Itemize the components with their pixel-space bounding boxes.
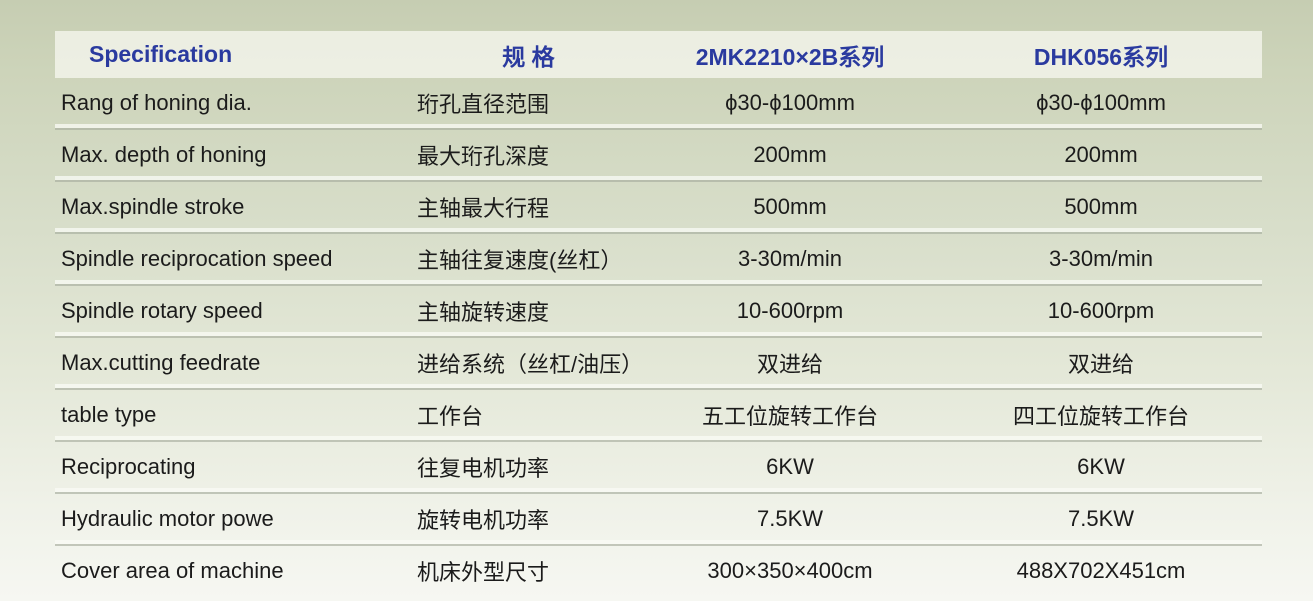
spec-name-en: Rang of honing dia. <box>61 90 252 115</box>
spec-name-en: Spindle rotary speed <box>61 298 263 323</box>
table-row: Cover area of machine 机床外型尺寸 300×350×400… <box>55 544 1262 596</box>
series-2mk2210-value: 五工位旋转工作台 <box>701 404 878 429</box>
series-dhk056-value: 双进给 <box>1067 352 1134 377</box>
series-2mk2210-value: 3-30m/min <box>738 246 842 271</box>
spec-name-en: Max.spindle stroke <box>61 194 245 219</box>
spec-name-en: Max. depth of honing <box>61 142 267 167</box>
series-dhk056-value: ϕ30-ϕ100mm <box>1036 90 1166 115</box>
spec-name-en: Cover area of machine <box>61 558 284 583</box>
table-row: Hydraulic motor powe 旋转电机功率 7.5KW 7.5KW <box>55 492 1262 544</box>
table-header-row: Specification 规 格 2MK2210×2B系列 DHK056系列 <box>55 31 1262 78</box>
spec-name-cn: 主轴最大行程 <box>417 196 550 221</box>
table-body: Rang of honing dia. 珩孔直径范围 ϕ30-ϕ100mm ϕ3… <box>55 78 1262 596</box>
spec-name-en: Reciprocating <box>61 454 196 479</box>
table-row: Spindle rotary speed 主轴旋转速度 10-600rpm 10… <box>55 284 1262 336</box>
series-dhk056-value: 3-30m/min <box>1049 246 1153 271</box>
series-2mk2210-value: 7.5KW <box>756 506 824 531</box>
spec-name-en: Spindle reciprocation speed <box>61 246 333 271</box>
column-header-specification: Specification <box>89 41 233 67</box>
spec-name-cn: 机床外型尺寸 <box>417 560 550 585</box>
series-dhk056-value: 四工位旋转工作台 <box>1012 404 1189 429</box>
spec-name-cn: 主轴往复速度(丝杠） <box>417 248 623 273</box>
series-dhk056-value: 488X702X451cm <box>1016 558 1186 583</box>
series-2mk2210-value: 500mm <box>753 194 827 219</box>
spec-name-cn: 最大珩孔深度 <box>417 144 550 169</box>
series-dhk056-value: 10-600rpm <box>1047 298 1155 323</box>
spec-name-cn: 旋转电机功率 <box>417 508 550 533</box>
spec-name-en: Hydraulic motor powe <box>61 506 274 531</box>
table-row: Max.cutting feedrate 进给系统（丝杠/油压） 双进给 双进给 <box>55 336 1262 388</box>
table-row: Max. depth of honing 最大珩孔深度 200mm 200mm <box>55 128 1262 180</box>
series-dhk056-value: 7.5KW <box>1067 506 1135 531</box>
spec-table: Specification 规 格 2MK2210×2B系列 DHK056系列 … <box>55 31 1262 596</box>
series-dhk056-value: 6KW <box>1077 454 1125 479</box>
spec-name-cn: 主轴旋转速度 <box>417 300 550 325</box>
series-dhk056-value: 500mm <box>1064 194 1138 219</box>
table-row: table type 工作台 五工位旋转工作台 四工位旋转工作台 <box>55 388 1262 440</box>
series-dhk056-value: 200mm <box>1064 142 1138 167</box>
spec-name-cn: 进给系统（丝杠/油压） <box>417 352 644 377</box>
column-header-series-dhk056: DHK056系列 <box>1033 43 1169 70</box>
column-header-series-2mk2210: 2MK2210×2B系列 <box>695 43 885 70</box>
series-2mk2210-value: 10-600rpm <box>736 298 844 323</box>
series-2mk2210-value: 6KW <box>766 454 814 479</box>
spec-name-en: table type <box>61 402 157 427</box>
series-2mk2210-value: 双进给 <box>756 352 823 377</box>
spec-name-en: Max.cutting feedrate <box>61 350 261 375</box>
spec-name-cn: 往复电机功率 <box>417 456 550 481</box>
table-row: Reciprocating 往复电机功率 6KW 6KW <box>55 440 1262 492</box>
table-row: Spindle reciprocation speed 主轴往复速度(丝杠） 3… <box>55 232 1262 284</box>
column-header-spec-cn: 规 格 <box>502 43 555 70</box>
table-row: Rang of honing dia. 珩孔直径范围 ϕ30-ϕ100mm ϕ3… <box>55 78 1262 128</box>
spec-name-cn: 工作台 <box>417 404 484 429</box>
spec-name-cn: 珩孔直径范围 <box>417 92 550 117</box>
series-2mk2210-value: 200mm <box>753 142 827 167</box>
series-2mk2210-value: 300×350×400cm <box>707 558 873 583</box>
table-row: Max.spindle stroke 主轴最大行程 500mm 500mm <box>55 180 1262 232</box>
series-2mk2210-value: ϕ30-ϕ100mm <box>725 90 855 115</box>
